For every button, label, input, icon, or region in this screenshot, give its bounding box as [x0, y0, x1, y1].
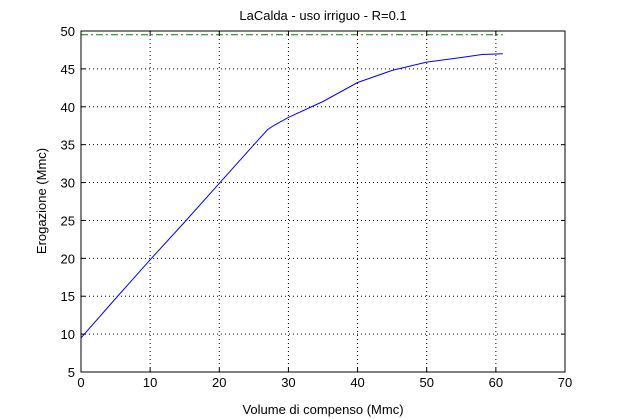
x-tick-label: 10 [143, 375, 157, 390]
y-tick-label: 25 [61, 213, 75, 228]
x-tick-label: 30 [281, 375, 295, 390]
y-tick-label: 15 [61, 289, 75, 304]
series-layer [80, 34, 503, 339]
x-tick-label: 70 [558, 375, 572, 390]
y-tick-label: 40 [61, 100, 75, 115]
y-tick-label: 20 [61, 251, 75, 266]
ticks: 0 10 20 30 40 50 60 70 5 10 15 20 25 30 35 40 45 50 [61, 24, 573, 390]
y-tick-label: 5 [68, 365, 75, 380]
plot-area [81, 31, 565, 372]
grid [81, 31, 565, 372]
y-tick-label: 35 [61, 138, 75, 153]
y-tick-label: 10 [61, 327, 75, 342]
y-tick-label: 30 [61, 176, 75, 191]
y-tick-label: 50 [61, 24, 75, 39]
y-axis-label: Erogazione (Mmc) [34, 148, 49, 254]
chart-title: LaCalda - uso irriguo - R=0.1 [239, 8, 406, 23]
x-tick-label: 40 [350, 375, 364, 390]
x-axis-label: Volume di compenso (Mmc) [242, 402, 403, 417]
y-tick-label: 45 [61, 62, 75, 77]
plot-frame [80, 30, 566, 373]
x-tick-label: 50 [419, 375, 433, 390]
x-tick-label: 0 [77, 375, 84, 390]
x-tick-label: 20 [212, 375, 226, 390]
x-tick-label: 60 [489, 375, 503, 390]
series-line-1 [80, 53, 503, 339]
